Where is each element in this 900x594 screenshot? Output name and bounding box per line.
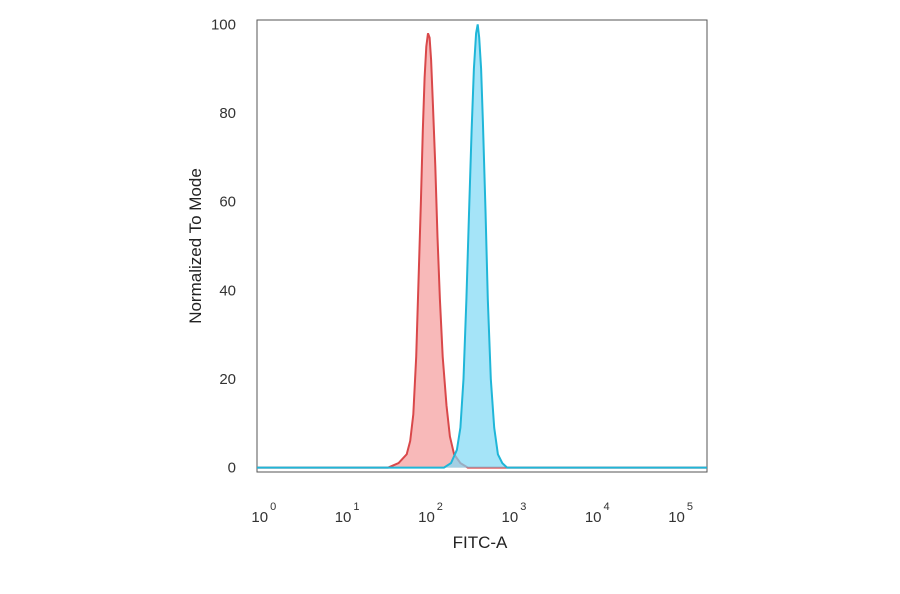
series-2-fill	[257, 24, 707, 468]
x-tick-label-exponent: 3	[520, 501, 526, 513]
y-axis-ticks: 0 20 40 60 80 100	[211, 16, 236, 476]
x-tick-label-exponent: 4	[604, 501, 610, 513]
x-tick-label-base: 10	[418, 509, 435, 526]
x-tick-label-exponent: 1	[353, 501, 359, 513]
x-axis-title: FITC-A	[453, 533, 508, 552]
x-tick-label-base: 10	[668, 509, 685, 526]
x-tick-label-base: 10	[251, 509, 268, 526]
y-tick-label: 80	[219, 105, 236, 122]
y-tick-label: 40	[219, 282, 236, 299]
series-layer	[257, 24, 707, 469]
x-tick-label-base: 10	[585, 509, 602, 526]
y-tick-label: 20	[219, 371, 236, 388]
x-tick-label-exponent: 5	[687, 501, 693, 513]
series-1-line	[257, 32, 707, 469]
y-tick-label: 0	[228, 460, 236, 477]
series-2-line	[257, 24, 707, 469]
x-tick-label-base: 10	[335, 509, 352, 526]
x-tick-label-exponent: 2	[437, 501, 443, 513]
y-tick-label: 60	[219, 194, 236, 211]
x-tick-label-base: 10	[502, 509, 519, 526]
x-tick-label-exponent: 0	[270, 501, 276, 513]
y-tick-label: 100	[211, 16, 236, 33]
y-axis-title: Normalized To Mode	[186, 168, 205, 324]
